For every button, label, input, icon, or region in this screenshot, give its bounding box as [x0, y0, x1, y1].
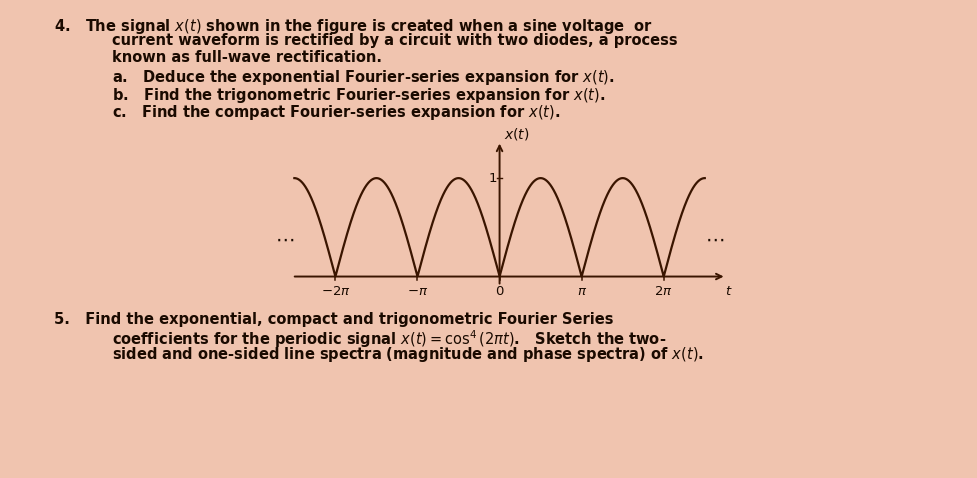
Text: c.   Find the compact Fourier-series expansion for $x(t)$.: c. Find the compact Fourier-series expan… — [112, 103, 560, 122]
Text: $\cdots$: $\cdots$ — [275, 229, 294, 249]
Text: coefficients for the periodic signal $x(t) = \cos^4(2\pi t)$.   Sketch the two-: coefficients for the periodic signal $x(… — [112, 328, 666, 350]
Text: a.   Deduce the exponential Fourier-series expansion for $x(t)$.: a. Deduce the exponential Fourier-series… — [112, 68, 615, 87]
Text: $0$: $0$ — [494, 285, 503, 298]
Text: $t$: $t$ — [725, 285, 732, 298]
Text: known as full-wave rectification.: known as full-wave rectification. — [112, 50, 382, 65]
Text: $-\pi$: $-\pi$ — [406, 285, 428, 298]
Text: 4.   The signal $x(t)$ shown in the figure is created when a sine voltage  or: 4. The signal $x(t)$ shown in the figure… — [54, 17, 653, 36]
Text: $1$: $1$ — [488, 172, 497, 185]
Text: 5.   Find the exponential, compact and trigonometric Fourier Series: 5. Find the exponential, compact and tri… — [54, 312, 613, 326]
Text: current waveform is rectified by a circuit with two diodes, a process: current waveform is rectified by a circu… — [112, 33, 677, 48]
Text: b.   Find the trigonometric Fourier-series expansion for $x(t)$.: b. Find the trigonometric Fourier-series… — [112, 86, 606, 105]
Text: $\cdots$: $\cdots$ — [704, 229, 724, 249]
Text: $x(t)$: $x(t)$ — [504, 126, 530, 142]
Text: $\pi$: $\pi$ — [576, 285, 586, 298]
Text: $-2\pi$: $-2\pi$ — [320, 285, 350, 298]
Text: $2\pi$: $2\pi$ — [654, 285, 672, 298]
Text: sided and one-sided line spectra (magnitude and phase spectra) of $x(t)$.: sided and one-sided line spectra (magnit… — [112, 345, 703, 364]
